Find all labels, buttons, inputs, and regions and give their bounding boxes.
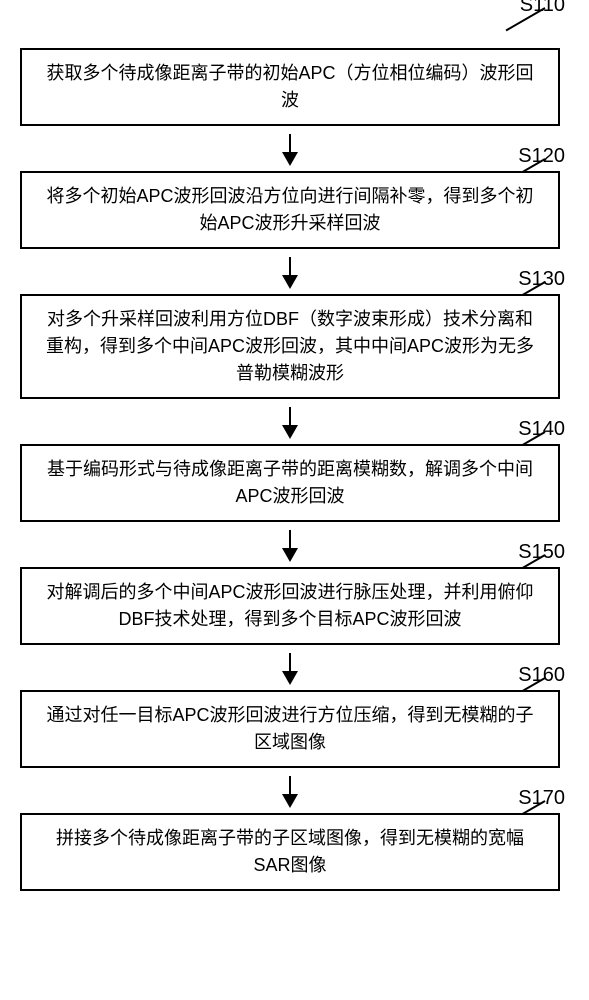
step-label: S110 <box>520 0 565 17</box>
step-box-2: 将多个初始APC波形回波沿方位向进行间隔补零，得到多个初始APC波形升采样回波 <box>20 171 560 249</box>
arrow-down-icon <box>289 134 291 164</box>
step-wrapper-2: S120 将多个初始APC波形回波沿方位向进行间隔补零，得到多个初始APC波形升… <box>20 171 560 249</box>
step-box-4: 基于编码形式与待成像距离子带的距离模糊数，解调多个中间APC波形回波 <box>20 444 560 522</box>
step-label: S130 <box>518 268 565 291</box>
arrow-connector <box>20 399 560 444</box>
arrow-down-icon <box>289 530 291 560</box>
step-text: 基于编码形式与待成像距离子带的距离模糊数，解调多个中间APC波形回波 <box>47 459 533 506</box>
arrow-down-icon <box>289 653 291 683</box>
step-box-7: 拼接多个待成像距离子带的子区域图像，得到无模糊的宽幅SAR图像 <box>20 813 560 891</box>
arrow-connector <box>20 126 560 171</box>
step-text: 将多个初始APC波形回波沿方位向进行间隔补零，得到多个初始APC波形升采样回波 <box>46 186 533 233</box>
step-wrapper-5: S150 对解调后的多个中间APC波形回波进行脉压处理，并利用俯仰DBF技术处理… <box>20 567 560 645</box>
step-box-3: 对多个升采样回波利用方位DBF（数字波束形成）技术分离和重构，得到多个中间APC… <box>20 294 560 399</box>
arrow-connector <box>20 522 560 567</box>
step-label: S120 <box>518 145 565 168</box>
step-text: 拼接多个待成像距离子带的子区域图像，得到无模糊的宽幅SAR图像 <box>56 828 524 875</box>
step-label: S150 <box>518 541 565 564</box>
step-text: 获取多个待成像距离子带的初始APC（方位相位编码）波形回波 <box>46 63 533 110</box>
flowchart-container: S110 获取多个待成像距离子带的初始APC（方位相位编码）波形回波 S120 … <box>20 20 560 891</box>
step-wrapper-4: S140 基于编码形式与待成像距离子带的距离模糊数，解调多个中间APC波形回波 <box>20 444 560 522</box>
step-wrapper-1: S110 获取多个待成像距离子带的初始APC（方位相位编码）波形回波 <box>20 20 560 126</box>
arrow-connector <box>20 768 560 813</box>
arrow-down-icon <box>289 257 291 287</box>
step-box-5: 对解调后的多个中间APC波形回波进行脉压处理，并利用俯仰DBF技术处理，得到多个… <box>20 567 560 645</box>
arrow-down-icon <box>289 776 291 806</box>
step-wrapper-6: S160 通过对任一目标APC波形回波进行方位压缩，得到无模糊的子区域图像 <box>20 690 560 768</box>
step-text: 对多个升采样回波利用方位DBF（数字波束形成）技术分离和重构，得到多个中间APC… <box>46 309 534 383</box>
step-text: 通过对任一目标APC波形回波进行方位压缩，得到无模糊的子区域图像 <box>46 705 533 752</box>
arrow-down-icon <box>289 407 291 437</box>
step-wrapper-3: S130 对多个升采样回波利用方位DBF（数字波束形成）技术分离和重构，得到多个… <box>20 294 560 399</box>
arrow-connector <box>20 249 560 294</box>
step-wrapper-7: S170 拼接多个待成像距离子带的子区域图像，得到无模糊的宽幅SAR图像 <box>20 813 560 891</box>
step-box-1: 获取多个待成像距离子带的初始APC（方位相位编码）波形回波 <box>20 48 560 126</box>
arrow-connector <box>20 645 560 690</box>
step-label: S170 <box>518 787 565 810</box>
step-text: 对解调后的多个中间APC波形回波进行脉压处理，并利用俯仰DBF技术处理，得到多个… <box>46 582 533 629</box>
step-label: S160 <box>518 664 565 687</box>
step-label: S140 <box>518 418 565 441</box>
step-box-6: 通过对任一目标APC波形回波进行方位压缩，得到无模糊的子区域图像 <box>20 690 560 768</box>
